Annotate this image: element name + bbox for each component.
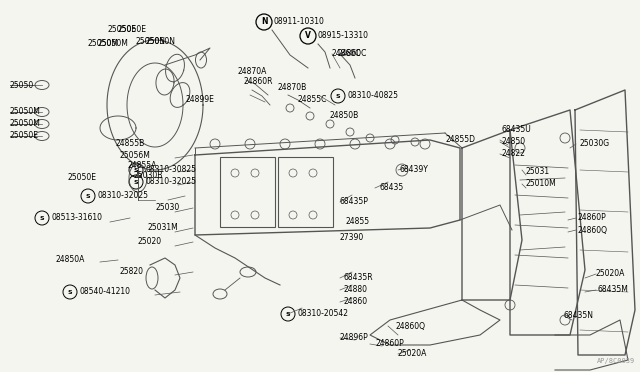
Text: 24855A: 24855A <box>127 160 156 170</box>
Text: 25056M: 25056M <box>120 151 151 160</box>
Text: 68439Y: 68439Y <box>400 166 429 174</box>
Text: 24850: 24850 <box>502 138 526 147</box>
Text: 24855: 24855 <box>345 218 369 227</box>
Text: 68435N: 68435N <box>564 311 594 321</box>
Text: 68435M: 68435M <box>598 285 629 295</box>
Text: 24860Q: 24860Q <box>395 321 425 330</box>
Text: AP/8C0039: AP/8C0039 <box>596 358 635 364</box>
Text: 24860: 24860 <box>344 298 368 307</box>
Text: S: S <box>134 180 138 185</box>
Text: 24860R: 24860R <box>244 77 273 87</box>
Text: S: S <box>285 311 291 317</box>
Text: 25010M: 25010M <box>526 180 557 189</box>
Text: 25050E: 25050E <box>10 131 39 141</box>
Text: 08911-10310: 08911-10310 <box>273 17 324 26</box>
Bar <box>220 157 275 227</box>
Text: S: S <box>86 193 90 199</box>
Text: 08540-41210: 08540-41210 <box>79 288 130 296</box>
Text: 24896P: 24896P <box>340 334 369 343</box>
Text: 25050M: 25050M <box>10 119 41 128</box>
Text: S: S <box>68 289 72 295</box>
Text: 27390: 27390 <box>340 234 364 243</box>
Text: 68435U: 68435U <box>502 125 532 135</box>
Text: 08915-13310: 08915-13310 <box>317 32 368 41</box>
Text: 24850A: 24850A <box>55 256 84 264</box>
Text: 08310-32025: 08310-32025 <box>145 177 196 186</box>
Text: 25050M: 25050M <box>88 39 119 48</box>
Text: 25030B: 25030B <box>133 170 163 180</box>
Text: 25031M: 25031M <box>148 224 179 232</box>
Text: 68435R: 68435R <box>344 273 374 282</box>
Text: 25050N: 25050N <box>135 38 165 46</box>
Text: 08310-40825: 08310-40825 <box>347 92 398 100</box>
Text: 25020A: 25020A <box>398 350 428 359</box>
Text: 24899E: 24899E <box>185 96 214 105</box>
Text: 24870B: 24870B <box>278 83 307 92</box>
Text: 24855D: 24855D <box>446 135 476 144</box>
Text: S: S <box>40 215 44 221</box>
Text: 25030: 25030 <box>155 203 179 212</box>
Text: 24822: 24822 <box>502 150 526 158</box>
Text: 68435P: 68435P <box>340 198 369 206</box>
Text: 25050M: 25050M <box>10 108 41 116</box>
Text: 25050E: 25050E <box>108 26 137 35</box>
Text: 25020A: 25020A <box>596 269 625 279</box>
Text: 24860C: 24860C <box>338 49 367 58</box>
Text: 25820: 25820 <box>120 267 144 276</box>
Text: 24860P: 24860P <box>578 214 607 222</box>
Text: 24855B: 24855B <box>115 140 144 148</box>
Text: 25030G: 25030G <box>580 140 610 148</box>
Text: 24870A: 24870A <box>238 67 268 77</box>
Text: 08310-32025: 08310-32025 <box>97 192 148 201</box>
Text: 25050E: 25050E <box>68 173 97 183</box>
Text: 25050M: 25050M <box>98 39 129 48</box>
Text: 25031: 25031 <box>526 167 550 176</box>
Text: S: S <box>134 167 138 173</box>
Text: V: V <box>305 32 311 41</box>
Text: 24860Q: 24860Q <box>578 225 608 234</box>
Text: 08513-31610: 08513-31610 <box>51 214 102 222</box>
Text: 24860C: 24860C <box>332 49 362 58</box>
Text: 24860P: 24860P <box>376 340 404 349</box>
Text: S: S <box>336 93 340 99</box>
Text: 08310-20542: 08310-20542 <box>297 310 348 318</box>
Text: 25050: 25050 <box>10 80 35 90</box>
Text: 68435: 68435 <box>380 183 404 192</box>
Text: 24855C: 24855C <box>298 96 328 105</box>
Text: N: N <box>260 17 268 26</box>
Text: 25050E: 25050E <box>118 26 147 35</box>
Bar <box>278 157 333 227</box>
Text: 08310-30825: 08310-30825 <box>145 166 196 174</box>
Text: 25020: 25020 <box>138 237 162 247</box>
Text: 24880: 24880 <box>344 285 368 295</box>
Text: 25050N: 25050N <box>145 38 175 46</box>
Text: 24850B: 24850B <box>330 110 359 119</box>
